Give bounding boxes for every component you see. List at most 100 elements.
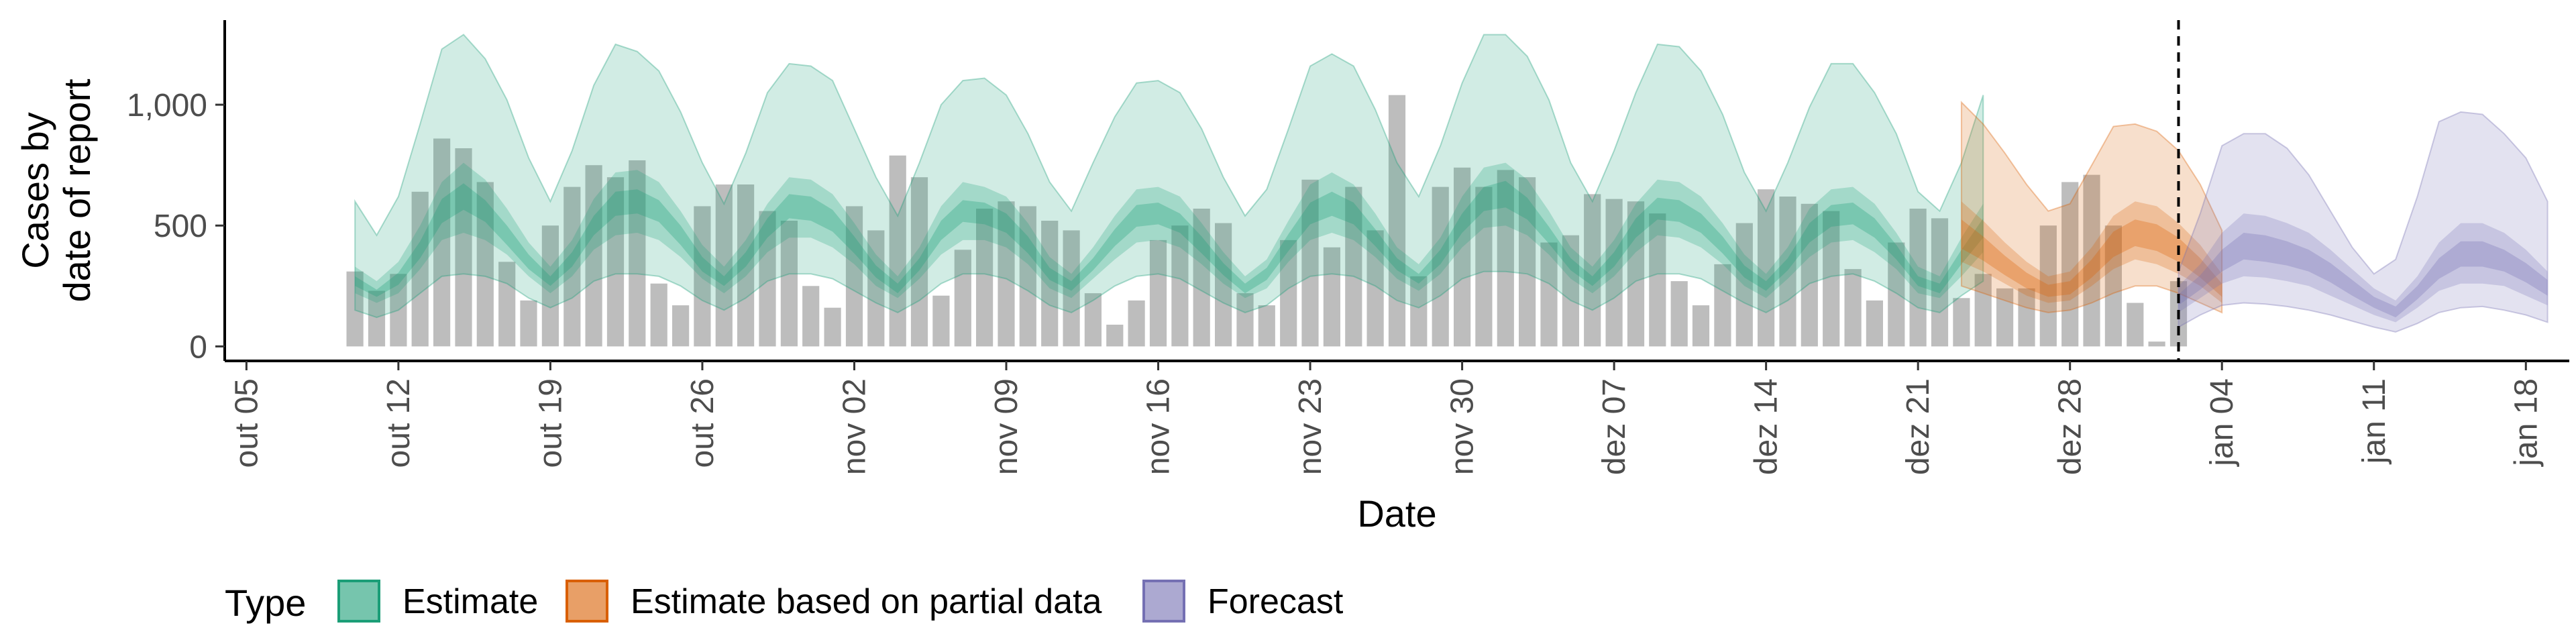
bar <box>824 307 841 347</box>
bar <box>1366 230 1384 347</box>
x-tick-label: nov 23 <box>1293 378 1328 475</box>
bar <box>954 250 971 347</box>
bar <box>867 230 885 347</box>
bar <box>1432 186 1449 347</box>
bar <box>2104 225 2122 347</box>
x-tick-label: jan 04 <box>2204 378 2240 468</box>
x-tick-label: nov 02 <box>837 378 872 475</box>
bar <box>1974 274 1992 347</box>
x-axis-title: Date <box>1357 492 1436 535</box>
bar <box>780 221 798 347</box>
bar <box>1215 223 1232 347</box>
bar <box>1801 203 1818 347</box>
bar <box>1953 298 1970 347</box>
bar <box>2127 303 2144 347</box>
bar <box>932 295 950 347</box>
bar <box>759 211 776 347</box>
estimate-band-90 <box>354 34 1984 319</box>
ribbons-layer <box>354 34 2548 333</box>
bar <box>2083 174 2100 347</box>
bar <box>1649 213 1666 347</box>
bar <box>476 182 494 347</box>
bar <box>1193 209 1210 347</box>
bar <box>715 184 733 347</box>
x-tick-label: nov 16 <box>1141 378 1177 475</box>
x-tick-label: nov 09 <box>989 378 1024 475</box>
bar <box>1605 199 1623 347</box>
bar <box>520 300 537 347</box>
y-tick-label: 0 <box>189 329 207 365</box>
bar <box>1735 223 1753 347</box>
legend-key-forecast <box>1142 580 1185 623</box>
bar <box>1909 209 1927 347</box>
x-tick-label: jan 18 <box>2508 378 2544 468</box>
x-tick-label: nov 30 <box>1445 378 1481 475</box>
estimate-based-on-partial-data-band-90 <box>1960 101 2223 314</box>
bar <box>1084 293 1102 347</box>
bar <box>2039 225 2057 347</box>
x-tick-label: out 05 <box>229 378 264 468</box>
bar <box>1106 325 1124 347</box>
bar <box>672 305 690 347</box>
bar <box>541 225 559 347</box>
bar <box>390 274 407 347</box>
x-tick-label: out 26 <box>685 378 720 468</box>
bar <box>802 286 820 347</box>
estimate-based-on-partial-data-band-20 <box>1961 219 2222 297</box>
bar <box>1149 239 1167 347</box>
bar <box>1844 269 1862 347</box>
y-axis-title-line2: date of report <box>56 78 98 303</box>
y-tick-label: 500 <box>154 209 207 244</box>
x-tick-label: dez 28 <box>2053 378 2088 475</box>
bar <box>1823 211 1840 347</box>
estimate-band-20 <box>355 180 1984 297</box>
bar <box>998 201 1015 347</box>
bar <box>1779 197 1796 347</box>
legend-label-forecast: Forecast <box>1208 582 1344 621</box>
axes-layer <box>223 20 2569 362</box>
bar <box>1041 221 1059 347</box>
x-ticks: out 05 out 12 out 19 out 26 nov 02 nov 09 nov … <box>229 361 2544 475</box>
bar <box>1540 242 1558 347</box>
bar <box>1410 276 1428 347</box>
bar <box>1301 179 1319 347</box>
bar <box>1519 177 1536 347</box>
bar <box>1019 206 1036 347</box>
bar <box>629 160 646 347</box>
x-tick-label: jan 11 <box>2357 378 2392 465</box>
bar <box>1258 305 1275 347</box>
bar <box>1345 186 1362 347</box>
x-tick-label: out 12 <box>381 378 417 468</box>
bar <box>737 184 755 347</box>
bar <box>1714 264 1731 347</box>
bar <box>1280 239 1297 347</box>
x-tick-label: dez 14 <box>1749 378 1784 475</box>
x-tick-label: out 19 <box>533 378 568 468</box>
legend-title: Type <box>225 582 306 624</box>
bar <box>2148 341 2165 347</box>
bar <box>1323 247 1340 347</box>
legend: Type Estimate Estimate based on partial d… <box>225 580 1344 624</box>
bar <box>2061 182 2079 347</box>
bar <box>1888 242 1905 347</box>
bar <box>1866 300 1883 347</box>
y-tick-label: 1,000 <box>127 88 207 123</box>
forecast-band-20 <box>2178 233 2548 318</box>
bar <box>1627 201 1645 347</box>
bar <box>1171 225 1189 347</box>
bar <box>1128 300 1145 347</box>
forecast-band-50 <box>2178 213 2548 323</box>
bar <box>411 191 429 347</box>
bar <box>1931 218 1949 347</box>
legend-key-estimate <box>337 580 380 623</box>
x-tick-label: dez 21 <box>1900 378 1936 475</box>
bar <box>976 209 994 347</box>
bar <box>1996 288 2014 347</box>
bar <box>1475 186 1493 347</box>
x-tick-label: dez 07 <box>1597 378 1632 475</box>
bar <box>585 165 602 347</box>
bar <box>650 283 667 347</box>
bar <box>564 186 581 347</box>
bar <box>1236 293 1254 347</box>
